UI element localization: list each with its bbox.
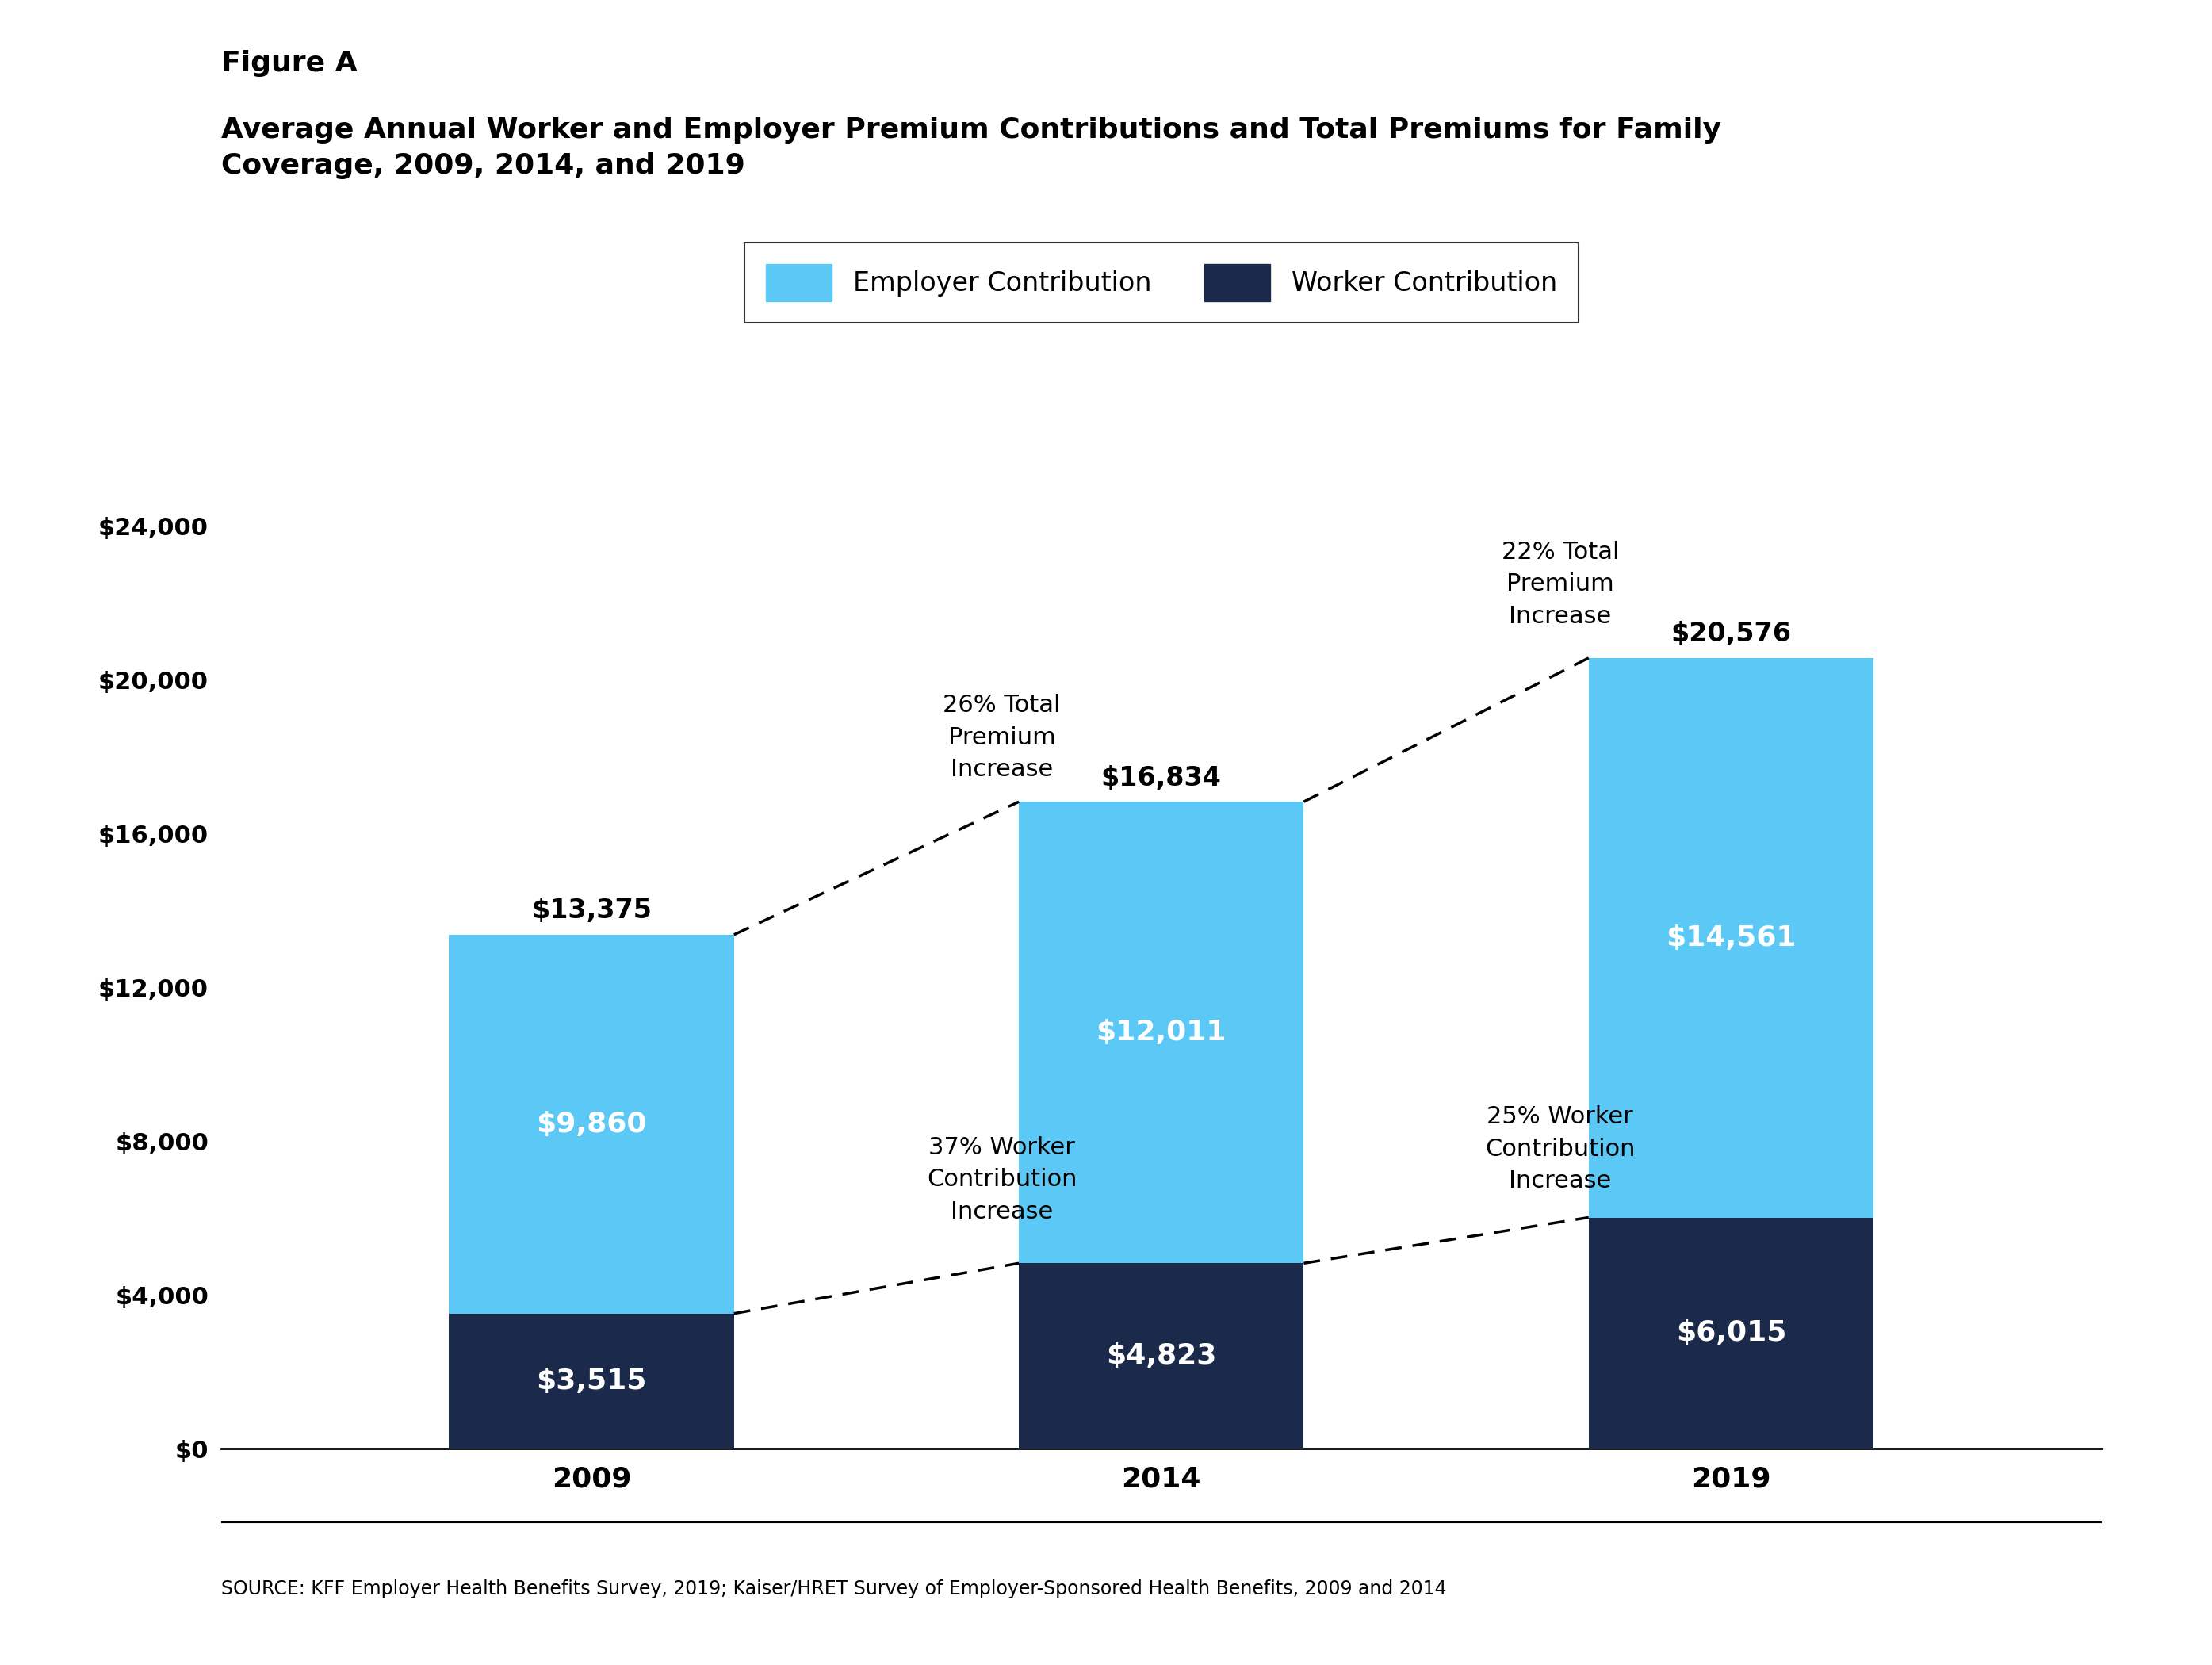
Text: 22% Total
Premium
Increase: 22% Total Premium Increase [1502,541,1619,628]
Text: $4,823: $4,823 [1106,1342,1217,1369]
Text: $9,860: $9,860 [535,1111,646,1137]
Bar [449,1314,734,1449]
Bar [1020,1264,1303,1449]
Text: $16,834: $16,834 [1102,764,1221,791]
Text: SOURCE: KFF Employer Health Benefits Survey, 2019; Kaiser/HRET Survey of Employe: SOURCE: KFF Employer Health Benefits Sur… [221,1580,1447,1598]
Text: Average Annual Worker and Employer Premium Contributions and Total Premiums for : Average Annual Worker and Employer Premi… [221,117,1721,180]
Text: $12,011: $12,011 [1097,1019,1225,1046]
Text: $6,015: $6,015 [1677,1320,1787,1347]
Text: Figure A: Figure A [221,50,358,77]
Text: $14,561: $14,561 [1666,924,1796,951]
Text: 25% Worker
Contribution
Increase: 25% Worker Contribution Increase [1484,1106,1635,1192]
Text: $13,375: $13,375 [531,897,653,924]
Bar [1588,1217,1874,1449]
Bar [449,934,734,1314]
Text: 37% Worker
Contribution
Increase: 37% Worker Contribution Increase [927,1136,1077,1224]
Text: $3,515: $3,515 [535,1367,646,1395]
Text: $20,576: $20,576 [1670,621,1792,648]
Bar [1020,803,1303,1264]
Legend: Employer Contribution, Worker Contribution: Employer Contribution, Worker Contributi… [745,243,1577,323]
Text: 26% Total
Premium
Increase: 26% Total Premium Increase [942,694,1060,781]
Bar [1588,658,1874,1217]
